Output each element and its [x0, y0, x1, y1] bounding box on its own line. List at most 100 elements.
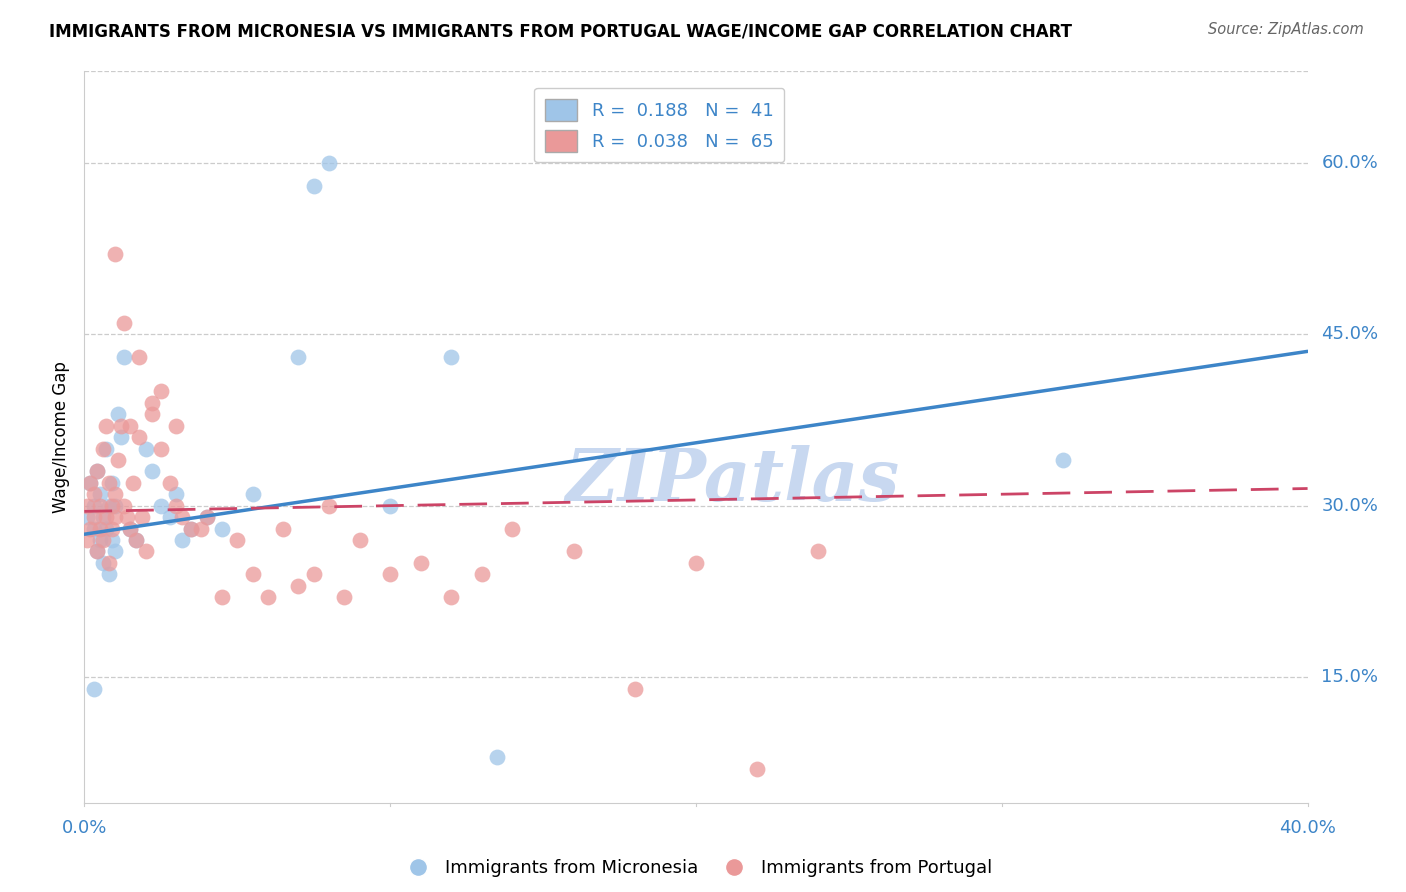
Point	[104, 487, 127, 501]
Point	[409, 556, 432, 570]
Point	[128, 430, 150, 444]
Point	[120, 521, 142, 535]
Point	[242, 487, 264, 501]
Point	[79, 521, 101, 535]
Point	[149, 499, 172, 513]
Point	[76, 533, 98, 547]
Point	[807, 544, 830, 558]
Point	[104, 247, 127, 261]
Text: 30.0%: 30.0%	[1322, 497, 1378, 515]
Text: 45.0%: 45.0%	[1322, 326, 1379, 343]
Point	[83, 487, 105, 501]
Point	[104, 499, 127, 513]
Point	[104, 510, 127, 524]
Point	[165, 487, 187, 501]
Point	[91, 510, 114, 524]
Point	[76, 499, 98, 513]
Point	[97, 475, 120, 490]
Point	[112, 316, 135, 330]
Point	[86, 544, 108, 558]
Point	[131, 510, 153, 524]
Point	[122, 475, 145, 490]
Point	[135, 544, 157, 558]
Point	[83, 521, 105, 535]
Point	[97, 499, 120, 513]
Point	[440, 590, 463, 604]
Point	[97, 567, 120, 582]
Point	[287, 579, 309, 593]
Text: Source: ZipAtlas.com: Source: ZipAtlas.com	[1208, 22, 1364, 37]
Point	[91, 556, 114, 570]
Point	[149, 384, 172, 399]
Point	[747, 762, 769, 776]
Point	[120, 521, 142, 535]
Point	[165, 418, 187, 433]
Point	[86, 464, 108, 478]
Point	[79, 475, 101, 490]
Point	[125, 533, 148, 547]
Point	[97, 556, 120, 570]
Point	[86, 544, 108, 558]
Point	[125, 533, 148, 547]
Point	[89, 521, 111, 535]
Point	[149, 442, 172, 456]
Point	[333, 590, 356, 604]
Point	[685, 556, 707, 570]
Point	[76, 510, 98, 524]
Point	[271, 521, 294, 535]
Point	[180, 521, 202, 535]
Text: 60.0%: 60.0%	[1322, 153, 1378, 172]
Point	[318, 499, 340, 513]
Point	[83, 499, 105, 513]
Point	[440, 350, 463, 364]
Point	[89, 533, 111, 547]
Point	[141, 407, 163, 421]
Point	[89, 499, 111, 513]
Point	[302, 178, 325, 193]
Point	[94, 510, 117, 524]
Point	[172, 510, 194, 524]
Point	[471, 567, 494, 582]
Point	[165, 499, 187, 513]
Text: IMMIGRANTS FROM MICRONESIA VS IMMIGRANTS FROM PORTUGAL WAGE/INCOME GAP CORRELATI: IMMIGRANTS FROM MICRONESIA VS IMMIGRANTS…	[49, 22, 1073, 40]
Legend: Immigrants from Micronesia, Immigrants from Portugal: Immigrants from Micronesia, Immigrants f…	[392, 852, 1000, 885]
Point	[195, 510, 218, 524]
Point	[83, 510, 105, 524]
Point	[101, 499, 124, 513]
Point	[486, 750, 509, 764]
Point	[107, 407, 129, 421]
Point	[180, 521, 202, 535]
Point	[159, 475, 181, 490]
Point	[104, 544, 127, 558]
Point	[502, 521, 524, 535]
Point	[79, 475, 101, 490]
Text: 15.0%: 15.0%	[1322, 668, 1378, 686]
Point	[257, 590, 280, 604]
Point	[195, 510, 218, 524]
Point	[101, 533, 124, 547]
Point	[107, 453, 129, 467]
Point	[562, 544, 585, 558]
Point	[287, 350, 309, 364]
Point	[302, 567, 325, 582]
Point	[226, 533, 249, 547]
Point	[349, 533, 371, 547]
Point	[380, 567, 402, 582]
Point	[101, 521, 124, 535]
Point	[211, 590, 233, 604]
Point	[112, 499, 135, 513]
Point	[172, 533, 194, 547]
Point	[380, 499, 402, 513]
Point	[115, 510, 138, 524]
Point	[242, 567, 264, 582]
Text: 40.0%: 40.0%	[1279, 820, 1336, 838]
Point	[135, 442, 157, 456]
Point	[91, 533, 114, 547]
Point	[94, 442, 117, 456]
Point	[1052, 453, 1074, 467]
Text: ZIPatlas: ZIPatlas	[565, 445, 900, 516]
Point	[159, 510, 181, 524]
Y-axis label: Wage/Income Gap: Wage/Income Gap	[52, 361, 70, 513]
Point	[624, 681, 647, 696]
Point	[112, 350, 135, 364]
